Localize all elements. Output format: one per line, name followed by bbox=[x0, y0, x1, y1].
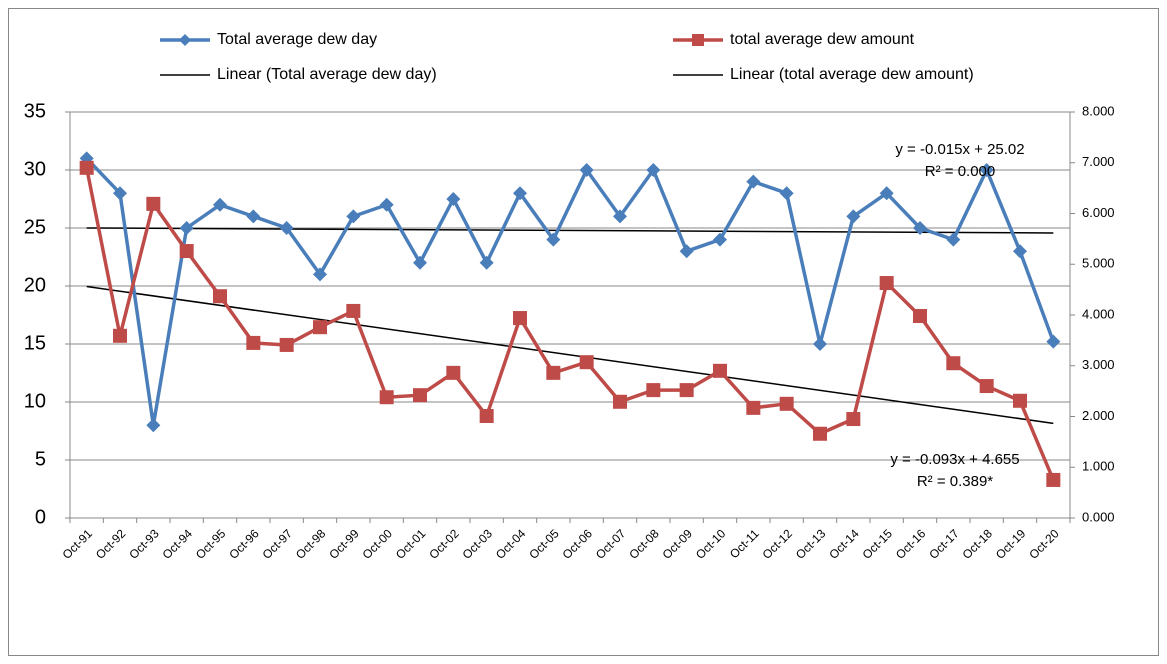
y2-tick-label: 4.000 bbox=[1082, 306, 1115, 321]
marker bbox=[279, 337, 294, 352]
marker bbox=[179, 221, 194, 235]
y-tick-label: 30 bbox=[24, 158, 46, 180]
marker bbox=[1046, 472, 1061, 487]
marker bbox=[713, 363, 727, 378]
y-tick-label: 0 bbox=[35, 506, 46, 528]
marker bbox=[579, 355, 594, 370]
marker bbox=[346, 303, 361, 318]
marker bbox=[813, 426, 827, 441]
y2-tick-label: 0.000 bbox=[1082, 509, 1115, 524]
marker bbox=[413, 255, 427, 270]
marker bbox=[79, 160, 94, 175]
marker bbox=[479, 255, 494, 270]
y2-tick-label: 2.000 bbox=[1082, 408, 1115, 423]
marker bbox=[313, 267, 327, 282]
marker bbox=[979, 379, 994, 394]
y-tick-label: 10 bbox=[24, 390, 46, 412]
y2-tick-label: 8.000 bbox=[1082, 103, 1115, 118]
marker bbox=[679, 383, 694, 398]
marker bbox=[879, 276, 894, 291]
marker bbox=[446, 192, 461, 206]
marker bbox=[313, 320, 327, 335]
marker bbox=[579, 163, 594, 177]
marker bbox=[746, 174, 761, 189]
marker bbox=[513, 186, 527, 201]
marker bbox=[546, 365, 561, 380]
marker bbox=[946, 356, 961, 371]
legend-label: total average dew amount bbox=[730, 31, 915, 48]
marker bbox=[213, 197, 227, 212]
trend-r2: R² = 0.000 bbox=[925, 163, 995, 180]
marker bbox=[146, 418, 161, 433]
marker bbox=[346, 209, 361, 224]
marker bbox=[479, 408, 494, 423]
marker bbox=[113, 328, 127, 343]
marker bbox=[946, 232, 961, 247]
marker bbox=[246, 335, 261, 350]
y-tick-label: 15 bbox=[24, 332, 46, 354]
marker bbox=[613, 394, 627, 409]
legend-label: Total average dew day bbox=[217, 31, 377, 48]
y2-tick-label: 7.000 bbox=[1082, 154, 1115, 169]
legend-marker bbox=[179, 34, 191, 46]
y2-tick-label: 3.000 bbox=[1082, 357, 1115, 372]
y2-tick-label: 1.000 bbox=[1082, 459, 1115, 474]
marker bbox=[546, 232, 561, 247]
legend-label: Linear (total average dew amount) bbox=[730, 66, 974, 83]
chart-frame bbox=[8, 8, 1159, 656]
marker bbox=[613, 209, 627, 224]
marker bbox=[379, 197, 394, 212]
marker bbox=[713, 232, 727, 247]
trend-equation: y = -0.015x + 25.02 bbox=[895, 141, 1024, 158]
marker bbox=[646, 163, 661, 177]
marker bbox=[746, 400, 761, 415]
marker bbox=[446, 365, 461, 380]
marker bbox=[913, 309, 927, 324]
marker bbox=[846, 412, 861, 427]
y-tick-label: 5 bbox=[35, 448, 46, 470]
y-tick-label: 25 bbox=[24, 216, 46, 238]
marker bbox=[913, 221, 927, 235]
marker bbox=[879, 186, 894, 201]
marker bbox=[179, 244, 194, 259]
y-tick-label: 35 bbox=[24, 100, 46, 122]
legend-marker bbox=[692, 34, 704, 46]
legend-label: Linear (Total average dew day) bbox=[217, 66, 437, 83]
marker bbox=[679, 244, 694, 259]
marker bbox=[1046, 334, 1061, 349]
marker bbox=[246, 209, 261, 224]
marker bbox=[379, 390, 394, 405]
marker bbox=[646, 383, 661, 398]
marker bbox=[1013, 244, 1027, 259]
marker bbox=[213, 289, 227, 304]
marker bbox=[279, 221, 294, 235]
marker bbox=[979, 163, 994, 177]
marker bbox=[1013, 393, 1027, 408]
y2-tick-label: 6.000 bbox=[1082, 205, 1115, 220]
marker bbox=[513, 311, 527, 326]
marker bbox=[779, 396, 794, 411]
y-tick-label: 20 bbox=[24, 274, 46, 296]
y2-tick-label: 5.000 bbox=[1082, 256, 1115, 271]
marker bbox=[413, 388, 427, 403]
marker bbox=[779, 186, 794, 201]
trend-equation: y = -0.093x + 4.655 bbox=[890, 451, 1019, 468]
marker bbox=[846, 209, 861, 224]
marker bbox=[146, 196, 161, 211]
trend-r2: R² = 0.389* bbox=[917, 473, 993, 490]
marker bbox=[113, 186, 127, 201]
marker bbox=[813, 337, 827, 351]
series-line bbox=[85, 157, 1055, 427]
trendline bbox=[86, 227, 1054, 234]
trendline bbox=[86, 285, 1054, 425]
